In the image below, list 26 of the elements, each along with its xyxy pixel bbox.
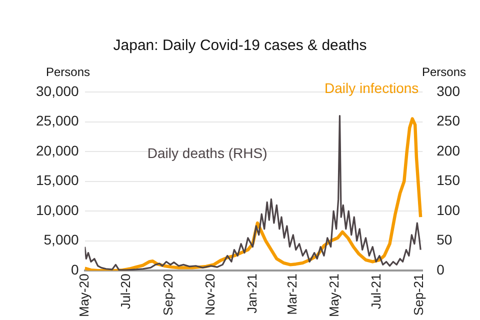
y2-axis-title: Persons: [422, 65, 466, 79]
y2-tick-label: 250: [436, 112, 460, 129]
y2-tick-label: 100: [436, 202, 460, 218]
y2-tick-label: 300: [436, 82, 460, 99]
y-tick-label: 25,000: [36, 112, 80, 129]
y2-tick-label: 150: [436, 172, 460, 188]
y-tick-label: 5,000: [44, 232, 80, 248]
y-tick-label: 10,000: [36, 202, 80, 218]
x-tick-label: Sep-21: [410, 274, 426, 316]
x-tick-label: Mar-21: [284, 274, 300, 315]
x-tick-label: May-21: [326, 274, 342, 318]
y-tick-label: 15,000: [36, 172, 80, 188]
x-tick-label: Jul-20: [118, 274, 134, 310]
y-tick-label: 30,000: [36, 82, 80, 99]
y2-tick-label: 50: [436, 232, 452, 248]
y2-tick-label: 0: [436, 262, 445, 278]
chart-title: Japan: Daily Covid-19 cases & deaths: [113, 37, 367, 54]
series-label: Daily infections: [324, 80, 419, 96]
x-tick-label: Jul-21: [368, 274, 384, 310]
x-tick-label: Sep-20: [160, 274, 176, 316]
y-tick-label: 20,000: [36, 142, 80, 158]
y-axis-title: Persons: [46, 65, 90, 79]
text: Daily deaths (RHS): [147, 145, 268, 162]
x-tick-label: Nov-20: [202, 274, 218, 316]
y2-tick-label: 200: [436, 142, 460, 158]
x-tick-label: Jan-21: [244, 274, 260, 314]
